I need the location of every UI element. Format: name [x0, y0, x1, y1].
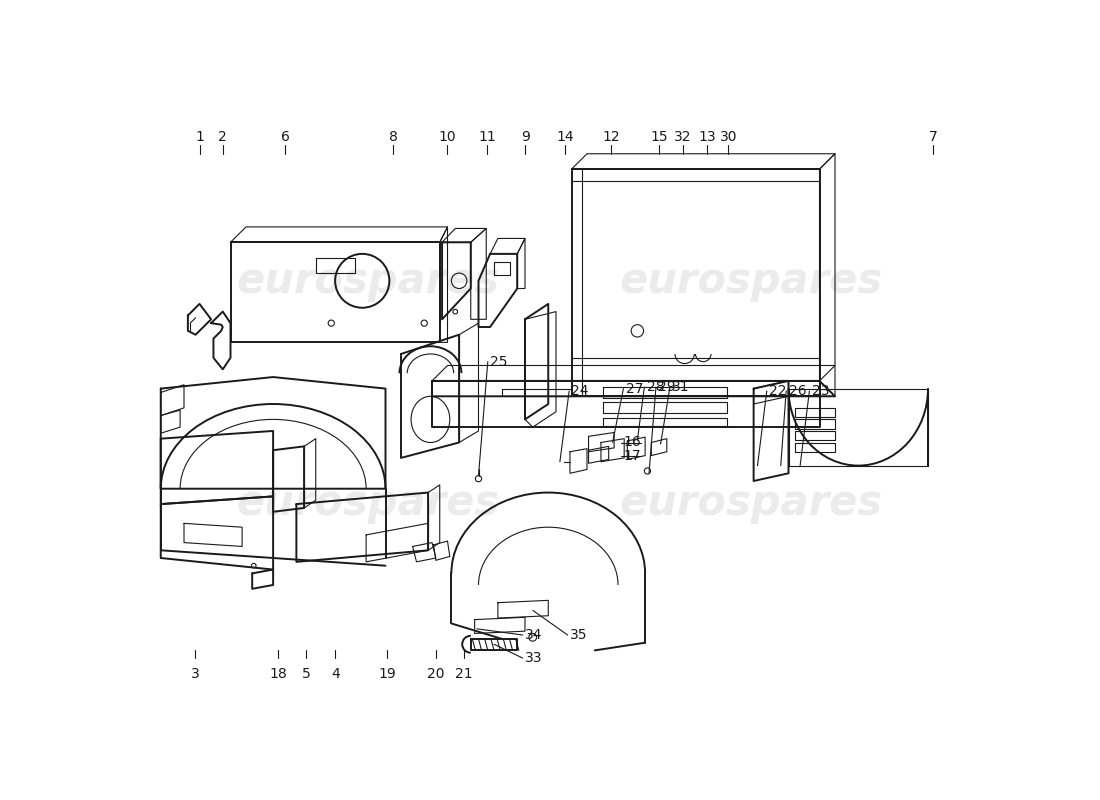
Text: 30: 30	[719, 130, 737, 144]
Text: 25: 25	[491, 354, 507, 369]
Text: 29: 29	[658, 380, 675, 394]
Text: 5: 5	[301, 667, 310, 682]
Text: 28: 28	[647, 380, 664, 394]
Text: 13: 13	[698, 130, 716, 144]
Text: 8: 8	[388, 130, 398, 144]
Text: 24: 24	[572, 384, 588, 398]
Text: eurospares: eurospares	[236, 482, 499, 523]
Text: 12: 12	[603, 130, 620, 144]
Text: 2: 2	[219, 130, 227, 144]
Text: 18: 18	[270, 667, 287, 682]
Text: 31: 31	[672, 380, 690, 394]
Text: 4: 4	[331, 667, 340, 682]
Text: 23: 23	[812, 384, 829, 398]
Text: 11: 11	[478, 130, 496, 144]
Text: 10: 10	[438, 130, 455, 144]
Text: 22: 22	[769, 384, 786, 398]
Text: 20: 20	[427, 667, 444, 682]
Text: 1: 1	[196, 130, 205, 144]
Text: 33: 33	[525, 651, 542, 665]
Text: 16: 16	[624, 435, 641, 450]
Text: 35: 35	[570, 628, 587, 642]
Text: 19: 19	[378, 667, 396, 682]
Text: 27: 27	[626, 382, 644, 396]
Text: 9: 9	[521, 130, 530, 144]
Text: eurospares: eurospares	[619, 482, 883, 523]
Text: 14: 14	[557, 130, 574, 144]
Text: eurospares: eurospares	[236, 260, 499, 302]
Text: 7: 7	[928, 130, 937, 144]
Text: 3: 3	[191, 667, 200, 682]
Text: 32: 32	[674, 130, 692, 144]
Text: 17: 17	[624, 450, 641, 463]
Text: eurospares: eurospares	[619, 260, 883, 302]
Text: 34: 34	[525, 628, 542, 642]
Text: 6: 6	[280, 130, 289, 144]
Text: 26: 26	[789, 384, 806, 398]
Text: 15: 15	[650, 130, 668, 144]
Text: 21: 21	[455, 667, 473, 682]
